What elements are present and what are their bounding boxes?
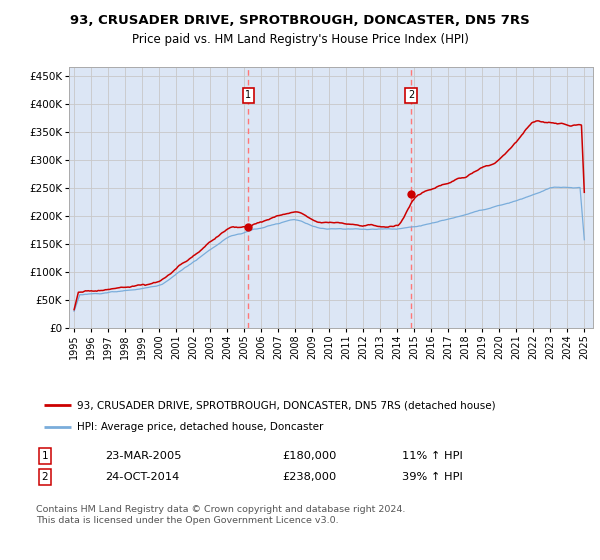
Text: HPI: Average price, detached house, Doncaster: HPI: Average price, detached house, Donc… bbox=[77, 422, 323, 432]
Text: 1: 1 bbox=[245, 90, 251, 100]
Text: £238,000: £238,000 bbox=[282, 472, 336, 482]
Text: 39% ↑ HPI: 39% ↑ HPI bbox=[402, 472, 463, 482]
Text: 1: 1 bbox=[41, 451, 49, 461]
Text: 2: 2 bbox=[41, 472, 49, 482]
Bar bbox=[248, 67, 411, 328]
Text: 23-MAR-2005: 23-MAR-2005 bbox=[105, 451, 182, 461]
Text: Contains HM Land Registry data © Crown copyright and database right 2024.
This d: Contains HM Land Registry data © Crown c… bbox=[36, 505, 406, 525]
Text: 93, CRUSADER DRIVE, SPROTBROUGH, DONCASTER, DN5 7RS: 93, CRUSADER DRIVE, SPROTBROUGH, DONCAST… bbox=[70, 14, 530, 27]
Text: Price paid vs. HM Land Registry's House Price Index (HPI): Price paid vs. HM Land Registry's House … bbox=[131, 32, 469, 46]
Text: 2: 2 bbox=[408, 90, 414, 100]
Text: 11% ↑ HPI: 11% ↑ HPI bbox=[402, 451, 463, 461]
Text: 24-OCT-2014: 24-OCT-2014 bbox=[105, 472, 179, 482]
Text: 93, CRUSADER DRIVE, SPROTBROUGH, DONCASTER, DN5 7RS (detached house): 93, CRUSADER DRIVE, SPROTBROUGH, DONCAST… bbox=[77, 400, 496, 410]
Text: £180,000: £180,000 bbox=[282, 451, 337, 461]
